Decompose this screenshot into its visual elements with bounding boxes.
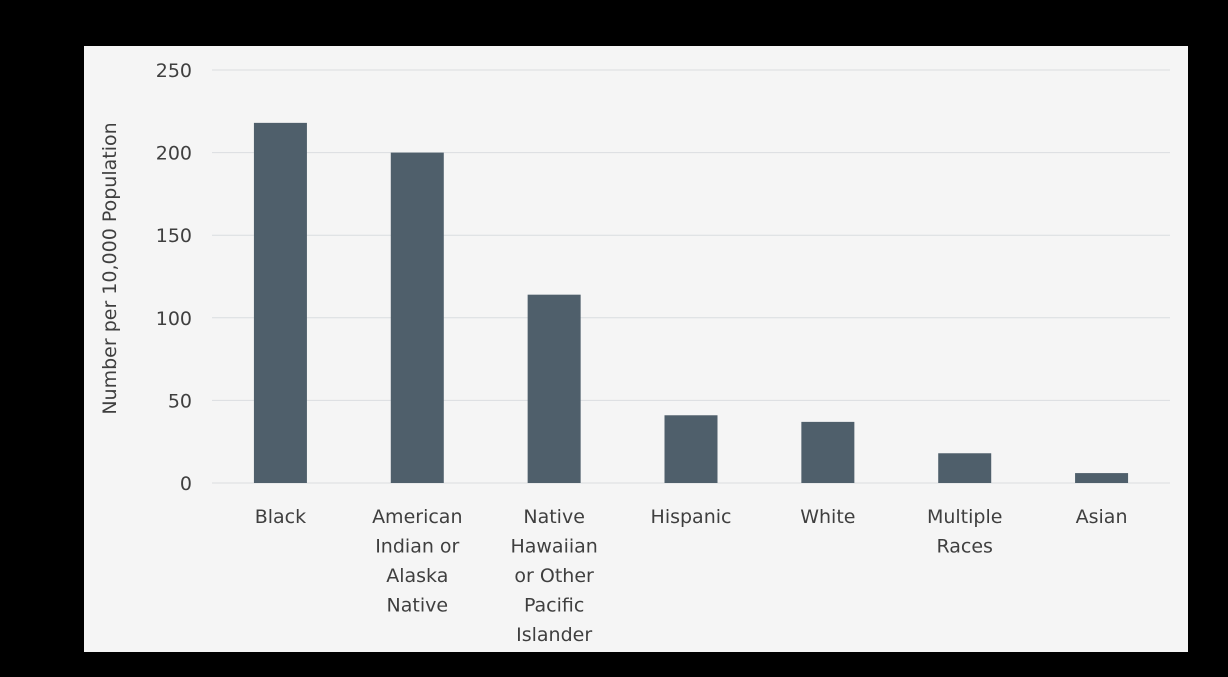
gridlines <box>212 69 1170 484</box>
x-category-label: Native Hawaiian or Other Pacific Islander <box>510 506 597 646</box>
y-tick-label: 150 <box>156 225 192 247</box>
y-tick-label: 100 <box>156 308 192 330</box>
x-category-label: Hispanic <box>651 506 732 528</box>
x-category-label: Asian <box>1076 506 1128 528</box>
bar <box>801 421 855 483</box>
x-category-label: Multiple Races <box>927 506 1002 558</box>
x-axis-categories: Black American Indian or Alaska Native Native… <box>255 506 1128 646</box>
x-category-label: White <box>800 506 855 528</box>
x-category-label: American Indian or Alaska Native <box>372 506 462 617</box>
bar <box>938 453 992 483</box>
y-axis-ticks: 0 50 100 150 200 250 <box>156 60 192 495</box>
bar <box>253 122 307 483</box>
y-axis-title: Number per 10,000 Population <box>99 122 121 414</box>
bar <box>390 152 444 483</box>
bar <box>664 415 718 483</box>
y-tick-label: 50 <box>168 390 192 412</box>
x-category-label: Black <box>255 506 306 528</box>
y-tick-label: 250 <box>156 60 192 82</box>
bars <box>253 122 1129 483</box>
y-tick-label: 0 <box>180 473 192 495</box>
bar <box>527 294 581 483</box>
bar <box>1075 473 1129 483</box>
y-tick-label: 200 <box>156 143 192 165</box>
